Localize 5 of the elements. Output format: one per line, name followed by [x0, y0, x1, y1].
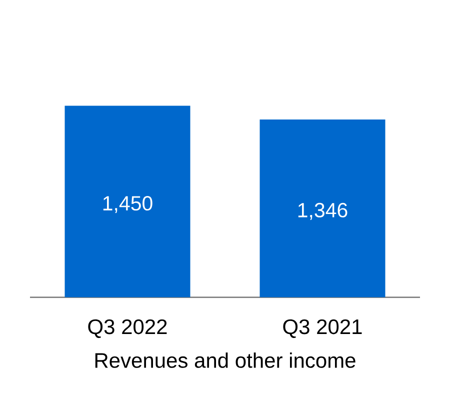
- data-label: 1,346: [298, 202, 348, 220]
- x-tick-label: Q3 2021: [283, 319, 362, 338]
- x-axis-title: Revenues and other income: [95, 352, 356, 368]
- x-tick-label: Q3 2022: [88, 319, 167, 338]
- data-label: 1,450: [103, 196, 152, 213]
